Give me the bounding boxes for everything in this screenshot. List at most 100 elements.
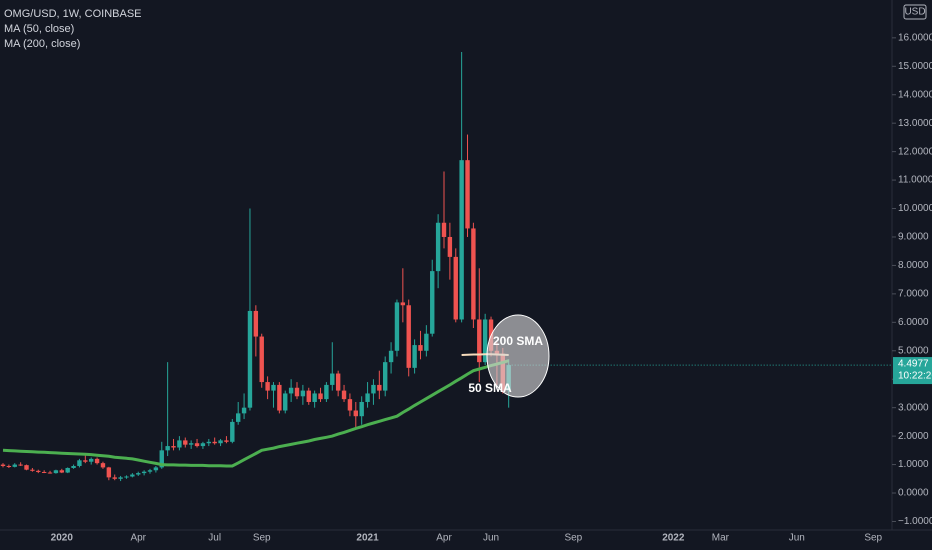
- y-tick-label: 5.0000: [898, 345, 929, 356]
- candle-body: [253, 310, 259, 337]
- annotation: 50 SMA: [468, 381, 512, 395]
- x-tick-label: Sep: [253, 533, 271, 544]
- x-tick-label: Apr: [130, 533, 146, 544]
- plot-area: −1.00000.00001.00002.00003.00004.00005.0…: [0, 32, 932, 544]
- candle-body: [18, 464, 23, 466]
- candle-body: [259, 336, 264, 383]
- y-tick-label: 11.0000: [898, 175, 932, 186]
- candle-body: [41, 471, 47, 473]
- candle-body: [218, 440, 223, 444]
- y-tick-label: 1.0000: [898, 459, 929, 470]
- y-tick-label: 3.0000: [898, 402, 929, 413]
- candle-body: [71, 465, 76, 468]
- x-tick-label: Sep: [564, 533, 582, 544]
- candle-body: [406, 305, 411, 368]
- y-tick-label: 7.0000: [898, 289, 929, 300]
- candle-body: [400, 302, 406, 306]
- candle-body: [112, 477, 117, 479]
- candle-body: [459, 160, 464, 320]
- candle-body: [89, 458, 94, 462]
- candle-body: [283, 393, 288, 411]
- symbol-title: OMG/USD, 1W, COINBASE: [4, 8, 142, 20]
- candle-body: [130, 474, 135, 477]
- candle-body: [271, 384, 276, 391]
- candle-body: [377, 384, 382, 391]
- candle-body: [200, 443, 206, 447]
- candle-body: [465, 160, 470, 229]
- candle-body: [335, 373, 341, 391]
- candle-body: [482, 319, 488, 363]
- candle-body: [171, 446, 176, 448]
- y-tick-label: 15.0000: [898, 61, 932, 72]
- highlight-circle: [486, 314, 550, 398]
- last-price-label: 4.4977: [898, 359, 929, 370]
- candle-body: [141, 471, 147, 474]
- candle-body: [47, 472, 53, 474]
- candle-body: [177, 440, 182, 448]
- candle-body: [212, 441, 217, 444]
- x-tick-label: 2022: [662, 533, 685, 544]
- candle-body: [418, 345, 423, 351]
- candle-body: [12, 464, 17, 467]
- candle-body: [241, 407, 247, 414]
- y-tick-label: 10.0000: [898, 203, 932, 214]
- candle-body: [388, 350, 394, 363]
- y-tick-label: 13.0000: [898, 118, 932, 129]
- y-tick-label: 14.0000: [898, 89, 932, 100]
- currency-box[interactable]: [903, 4, 927, 20]
- candle-body: [153, 467, 159, 471]
- candle-body: [430, 271, 435, 334]
- x-tick-label: Mar: [712, 533, 730, 544]
- candle-body: [36, 470, 41, 472]
- y-tick-label: 8.0000: [898, 260, 929, 271]
- candle-body: [359, 401, 364, 417]
- x-tick-label: 2021: [356, 533, 379, 544]
- bar-countdown: 10:22:26: [898, 371, 932, 382]
- candle-body: [59, 470, 64, 473]
- candle-body: [347, 399, 353, 411]
- candle-body: [412, 345, 417, 368]
- x-tick-label: Jun: [483, 533, 499, 544]
- candle-body: [471, 228, 476, 320]
- candle-body: [136, 473, 141, 475]
- candle-body: [353, 410, 358, 417]
- candle-body: [165, 446, 170, 451]
- candle-body: [77, 460, 82, 466]
- candle-body: [312, 393, 317, 402]
- candle-body: [236, 413, 241, 422]
- y-tick-label: 2.0000: [898, 431, 929, 442]
- candle-body: [24, 465, 29, 470]
- candle-body: [383, 362, 388, 391]
- candle-body: [341, 390, 347, 400]
- annotation: 200 SMA: [493, 334, 543, 348]
- candle-body: [118, 477, 123, 479]
- candle-body: [330, 373, 335, 385]
- candle-body: [65, 467, 70, 473]
- candle-body: [94, 458, 100, 464]
- x-tick-label: Apr: [436, 533, 452, 544]
- candle-body: [365, 393, 370, 402]
- candle-body: [206, 441, 211, 444]
- candle-body: [453, 256, 458, 320]
- candle-body: [435, 222, 441, 272]
- candle-body: [318, 393, 323, 400]
- candle-body: [265, 382, 270, 391]
- candle-body: [300, 390, 306, 397]
- candle-body: [188, 443, 194, 445]
- y-tick-label: −1.0000: [898, 516, 932, 527]
- y-tick-label: 12.0000: [898, 146, 932, 157]
- candle-body: [247, 310, 253, 408]
- candle-body: [183, 440, 188, 445]
- legend-entry[interactable]: MA (50, close): [4, 23, 74, 35]
- currency-label[interactable]: USD: [904, 7, 925, 18]
- candle-body: [441, 222, 447, 237]
- candle-body: [147, 470, 153, 472]
- candle-body: [106, 467, 112, 478]
- x-tick-label: 2020: [51, 533, 74, 544]
- last-price-box: [893, 357, 932, 385]
- candle-body: [294, 387, 300, 397]
- candle-body: [424, 333, 429, 351]
- candle-body: [159, 450, 164, 468]
- legend-entry[interactable]: MA (200, close): [4, 38, 80, 50]
